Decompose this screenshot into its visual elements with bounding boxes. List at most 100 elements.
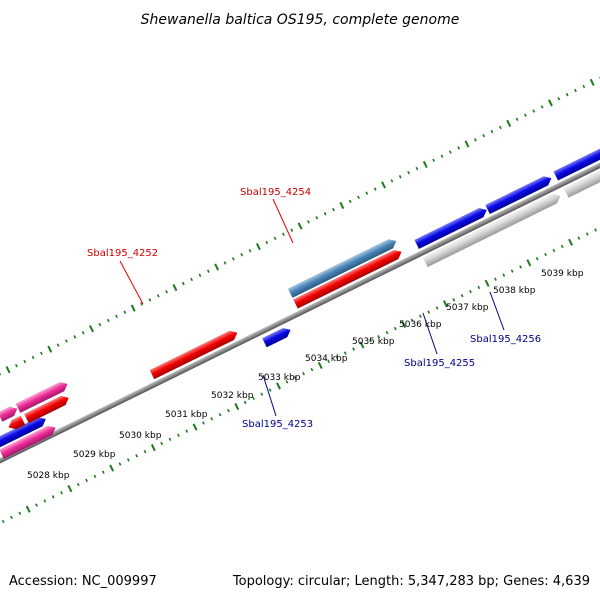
inner-tick: [243, 400, 247, 405]
gene-arrow-red-left-5: [24, 395, 69, 424]
inner-tick: [594, 228, 597, 232]
outer-tick: [5, 366, 11, 374]
leader-line-sbal195-4256: [489, 291, 505, 331]
inner-tick: [401, 320, 407, 328]
outer-tick: [190, 277, 194, 282]
inner-tick: [335, 355, 339, 359]
inner-tick: [227, 408, 230, 413]
outer-tick: [172, 284, 178, 292]
outer-tick: [473, 138, 477, 142]
inner-tick: [544, 252, 547, 257]
outer-tick: [589, 78, 595, 86]
inner-tick: [568, 238, 574, 246]
inner-tick: [67, 485, 73, 493]
inner-tick: [519, 265, 522, 269]
outer-tick: [582, 84, 586, 89]
inner-tick: [1, 519, 5, 524]
outer-tick: [339, 201, 345, 210]
inner-tick: [359, 341, 365, 349]
inner-tick: [460, 293, 464, 298]
gene-arrow-red-left-4: [8, 415, 26, 430]
outer-tick: [89, 325, 94, 333]
outer-tick: [307, 220, 310, 224]
outer-tick: [407, 170, 410, 175]
inner-tick: [118, 462, 122, 466]
outer-tick: [323, 211, 327, 216]
outer-tick: [373, 187, 377, 191]
tick-label-5030: 5030 kbp: [119, 431, 162, 441]
label-leader-lines: [119, 198, 505, 417]
leader-line-sbal195-4255: [422, 312, 438, 355]
inner-tick: [502, 273, 506, 277]
inner-tick: [526, 259, 532, 267]
outer-tick: [415, 166, 419, 171]
outer-tick: [81, 331, 85, 335]
inner-tick: [452, 298, 456, 302]
tick-label-5032: 5032 kbp: [211, 391, 254, 401]
inner-tick: [435, 306, 439, 310]
inner-tick: [560, 244, 564, 249]
inner-tick: [85, 478, 88, 483]
inner-tick: [469, 289, 472, 294]
tick-label-5031: 5031 kbp: [165, 410, 208, 420]
outer-tick: [40, 351, 43, 356]
inner-tick: [185, 429, 189, 433]
inner-tick: [385, 330, 389, 335]
inner-tick: [268, 388, 272, 392]
gene-arrow-pink-left-3: [15, 381, 68, 414]
inner-tick: [477, 285, 481, 290]
outer-tick: [506, 119, 512, 127]
outer-tick: [524, 113, 527, 117]
inner-tick: [377, 335, 381, 339]
tick-label-5035: 5035 kbp: [352, 337, 395, 347]
inner-tick: [510, 269, 514, 273]
outer-tick: [198, 273, 202, 277]
outer-tick: [165, 290, 168, 294]
inner-tick: [10, 515, 13, 520]
outer-tick: [130, 304, 136, 312]
outer-tick: [482, 133, 486, 138]
inner-tick: [160, 441, 164, 446]
gene-label-sbal195-4255: Sbal195_4255: [404, 358, 475, 369]
outer-tick: [390, 179, 394, 183]
inner-tick: [25, 505, 31, 513]
outer-tick: [248, 248, 252, 253]
inner-tick: [410, 318, 414, 322]
gene-arrow-sbal195-4256: [485, 176, 552, 215]
outer-tick: [156, 294, 160, 298]
outer-tick: [206, 269, 210, 273]
outer-tick: [557, 97, 561, 101]
outer-tick: [381, 181, 386, 189]
outer-tick: [240, 253, 244, 257]
inner-tick: [293, 376, 297, 380]
gene-arrow-sbal195-4254-b: [293, 249, 402, 309]
outer-tick: [398, 175, 402, 179]
inner-tick: [109, 464, 115, 472]
outer-tick: [422, 160, 428, 169]
inner-tick: [252, 396, 255, 401]
inner-tick: [168, 437, 172, 442]
gene-arrow-blue-right-1: [553, 142, 600, 181]
gene-arrow-pink-left-1: [0, 425, 56, 459]
outer-tick: [540, 105, 544, 109]
outer-tick: [490, 129, 494, 134]
outer-tick: [265, 240, 269, 245]
outer-tick: [297, 222, 303, 230]
tick-label-5028: 5028 kbp: [27, 471, 70, 481]
outer-tick: [123, 310, 127, 314]
inner-tick: [143, 449, 147, 454]
inner-tick: [535, 256, 539, 261]
outer-tick: [532, 109, 536, 113]
outer-tick: [365, 191, 369, 195]
inner-tick: [234, 402, 240, 411]
inner-tick: [352, 347, 355, 351]
gene-arrow-sbal195-4252: [149, 330, 238, 380]
outer-tick: [498, 125, 502, 130]
inner-tick: [43, 499, 47, 503]
tick-label-5029: 5029 kbp: [73, 450, 116, 460]
leader-line-sbal195-4253: [262, 374, 277, 417]
tick-label-5036: 5036 kbp: [399, 320, 442, 330]
inner-tick: [218, 413, 222, 417]
gene-arrow-sbal195-4255: [414, 207, 487, 250]
outer-tick: [181, 281, 185, 286]
